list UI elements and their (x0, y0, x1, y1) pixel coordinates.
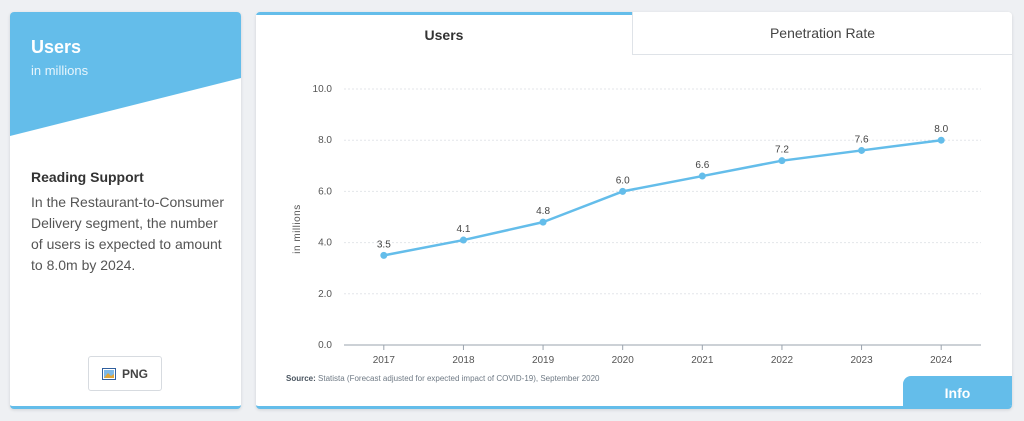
data-point[interactable] (698, 172, 706, 180)
y-axis-label: in millions (292, 204, 303, 253)
y-tick-label: 2.0 (318, 289, 332, 300)
x-tick-label: 2021 (691, 355, 714, 366)
chart-card: Users Penetration Rate 0.0 2.0 4.0 6.0 8.0 10… (256, 12, 1012, 409)
data-label: 4.8 (536, 206, 550, 217)
data-point[interactable] (778, 157, 786, 165)
tab-users[interactable]: Users (256, 12, 632, 55)
summary-header: Users in millions (10, 12, 241, 137)
data-label: 6.0 (616, 175, 630, 186)
card-title: Users (31, 37, 82, 57)
reading-support-text: In the Restaurant-to-Consumer Delivery s… (31, 194, 224, 273)
data-label: 6.6 (695, 160, 709, 171)
y-tick-label: 0.0 (318, 340, 332, 351)
summary-card: Users in millions Reading Support In the… (10, 12, 241, 409)
x-tick-label: 2023 (850, 355, 873, 366)
x-tick-label: 2020 (612, 355, 635, 366)
png-button-label: PNG (121, 366, 148, 381)
card-subtitle: in millions (31, 63, 89, 78)
data-label: 4.1 (456, 224, 470, 235)
y-tick-label: 4.0 (318, 238, 332, 249)
x-tick-label: 2019 (532, 355, 555, 366)
tab-penetration-rate[interactable]: Penetration Rate (632, 12, 1012, 55)
header-shape (10, 12, 241, 136)
source-text: Statista (Forecast adjusted for expected… (315, 374, 600, 383)
png-download-button[interactable]: PNG (88, 356, 162, 391)
image-icon (101, 367, 116, 380)
data-point[interactable] (937, 136, 945, 144)
data-point[interactable] (619, 187, 627, 195)
x-tick-label: 2017 (373, 355, 396, 366)
source-label: Source: (286, 374, 316, 383)
y-tick-label: 10.0 (313, 84, 333, 95)
line-chart: 0.0 2.0 4.0 6.0 8.0 10.0 2017 2018 2019 2020 2021 2… (292, 84, 981, 366)
x-tick-label: 2018 (452, 355, 475, 366)
data-point[interactable] (539, 218, 547, 226)
x-tick-label: 2024 (930, 355, 953, 366)
data-point[interactable] (459, 236, 467, 244)
data-label: 8.0 (934, 124, 948, 135)
data-point[interactable] (380, 251, 388, 259)
data-label: 7.2 (775, 145, 789, 156)
reading-support-title: Reading Support (31, 169, 144, 185)
data-point[interactable] (858, 146, 866, 154)
grid-lines (344, 88, 981, 295)
axes: 0.0 2.0 4.0 6.0 8.0 10.0 2017 2018 2019 2020 2021 2… (313, 84, 981, 366)
series-users: 3.5 4.1 4.8 6.0 6.6 7.2 7.6 8.0 (377, 124, 949, 259)
series-line (383, 138, 942, 257)
info-button[interactable]: Info (903, 376, 1012, 406)
source-note: Source: Statista (Forecast adjusted for … (286, 374, 600, 383)
x-tick-label: 2022 (771, 355, 794, 366)
data-label: 7.6 (855, 134, 869, 145)
y-tick-label: 8.0 (318, 135, 332, 146)
data-label: 3.5 (377, 239, 391, 250)
y-tick-label: 6.0 (318, 186, 332, 197)
